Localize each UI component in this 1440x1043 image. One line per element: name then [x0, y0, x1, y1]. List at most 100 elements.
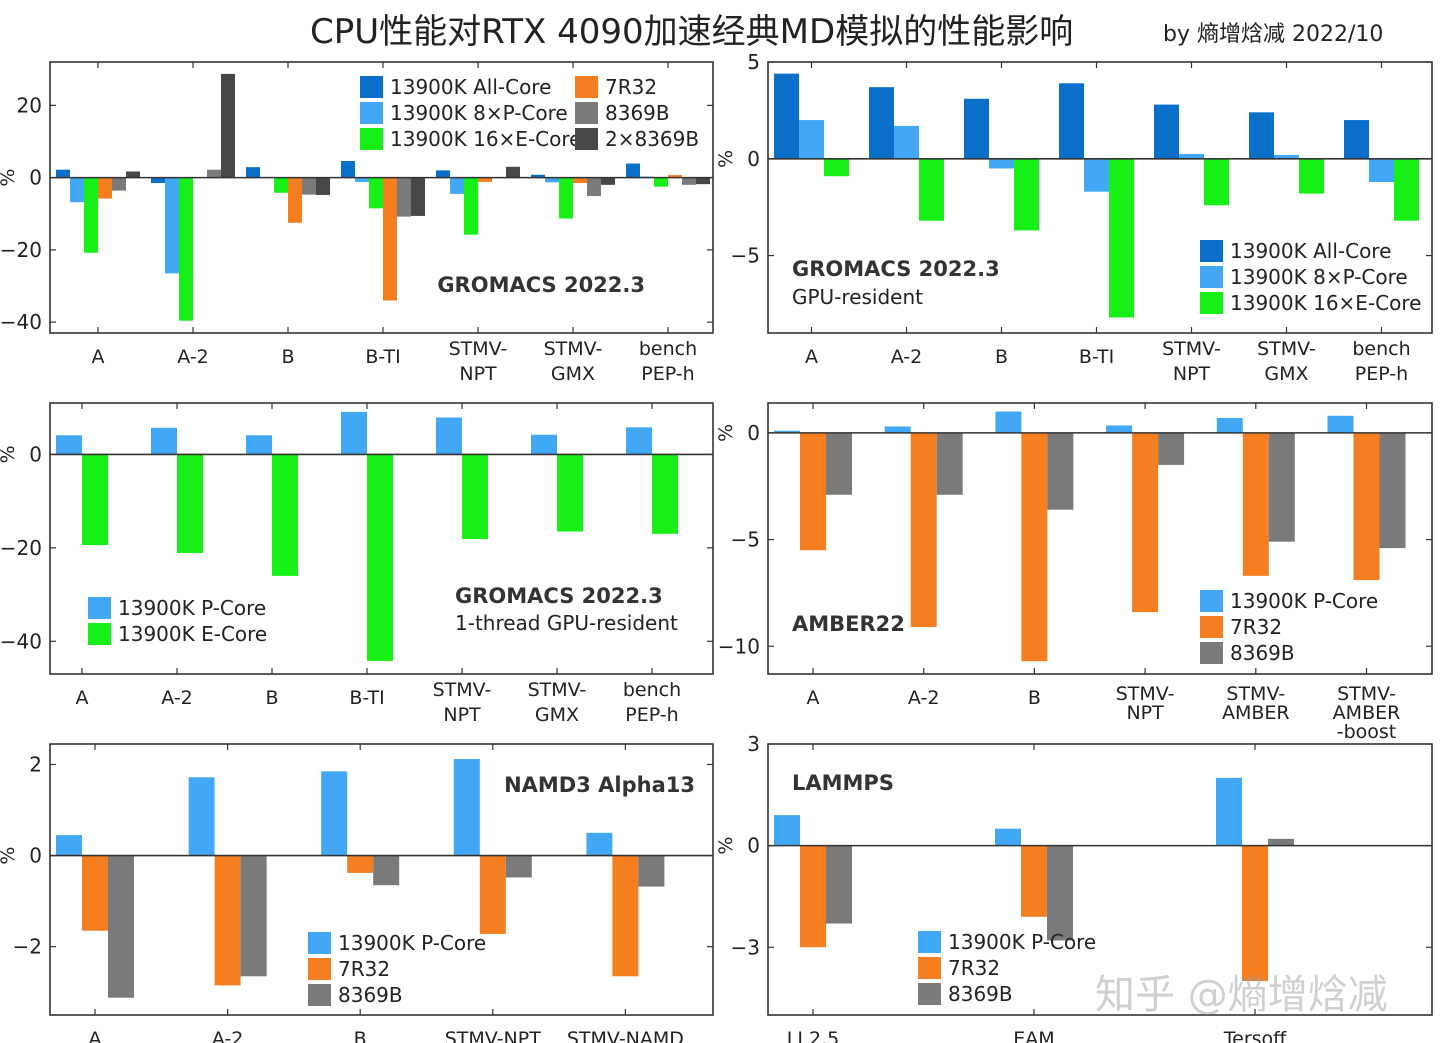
x-tick-label: A: [76, 687, 89, 709]
bar: [302, 177, 316, 195]
bar: [894, 125, 919, 159]
bar: [1394, 158, 1419, 221]
y-tick-label: −20: [0, 238, 42, 262]
y-tick-label: −5: [731, 244, 760, 268]
plot-frame: [767, 743, 1433, 1016]
legend-swatch: [308, 958, 331, 980]
legend-swatch: [360, 128, 383, 150]
legend-swatch: [575, 128, 598, 150]
x-tick-label: A-2: [161, 687, 193, 709]
bar: [272, 454, 298, 576]
bar: [936, 432, 963, 495]
y-tick-label: 5: [747, 50, 760, 74]
bar: [84, 177, 98, 253]
bar: [240, 855, 267, 977]
chart-title: GROMACS 2022.3: [792, 257, 1000, 281]
x-tick-label: STMV-GMX: [1257, 338, 1316, 385]
bar: [246, 435, 272, 455]
bar: [995, 828, 1021, 846]
bar: [479, 855, 506, 934]
bar: [411, 177, 425, 216]
chart-panel-4: 0 −5 −10% A A-2 B STMV-NPT STMV-AMBER STMV-AMBER…: [715, 402, 1433, 743]
bar: [369, 177, 383, 209]
x-tick-label: STMV-NPT: [1116, 683, 1175, 724]
bar: [1106, 425, 1133, 433]
bar: [1047, 432, 1074, 510]
bar: [774, 73, 799, 159]
x-tick-label: STMV-NPT: [1162, 338, 1221, 385]
x-tick-label: bench PEP-h: [1352, 338, 1410, 385]
chart-title: AMBER22: [792, 612, 905, 636]
chart-panel-3: 0 −20 −40% A A-2 B B-TI STMV-NPT STMV-GMX benchPE…: [0, 402, 714, 726]
x-tick-label: B: [1028, 687, 1041, 709]
x-tick-label: STMV-NPT: [433, 679, 492, 726]
bar: [626, 427, 652, 455]
x-tick-label: A: [807, 687, 820, 709]
bar: [221, 73, 235, 178]
x-tick-label: B-TI: [1079, 346, 1114, 368]
bar: [1274, 154, 1299, 159]
legend-label: 8369B: [605, 101, 670, 125]
bar: [1014, 158, 1039, 231]
y-tick-label: 0: [747, 834, 760, 858]
legend-swatch: [1200, 266, 1223, 288]
y-tick-label: −40: [0, 629, 42, 653]
bar: [826, 845, 852, 924]
bar: [989, 158, 1014, 169]
legend-swatch: [1200, 616, 1223, 638]
bar: [436, 417, 462, 455]
bar: [1216, 777, 1242, 846]
byline: by 熵增焓减 2022/10: [1163, 22, 1384, 47]
x-tick-label: STMV-GMX: [528, 679, 587, 726]
x-tick-label: A: [89, 1028, 102, 1043]
bar: [274, 177, 288, 193]
bar: [654, 177, 668, 187]
bar: [612, 855, 639, 977]
legend-label: 8369B: [338, 983, 403, 1007]
x-tick-label: bench PEP-h: [623, 679, 681, 726]
plot-frame: [767, 61, 1433, 334]
bar: [557, 454, 583, 532]
legend-swatch: [360, 76, 383, 98]
y-tick-label: −10: [718, 634, 760, 658]
bar: [1158, 432, 1185, 465]
bar: [586, 832, 613, 856]
x-tick-label: A: [805, 346, 818, 368]
bar: [682, 177, 696, 185]
legend-swatch: [918, 931, 941, 953]
bar: [450, 177, 464, 194]
legend-swatch: [1200, 642, 1223, 664]
x-tick-label: B: [354, 1028, 367, 1043]
bar: [1021, 845, 1047, 917]
x-tick-label: STMV-NAMD: [567, 1028, 684, 1043]
x-tick-label: STMV-NPT: [449, 338, 508, 385]
legend-label: 7R32: [605, 75, 657, 99]
plot-frame: [767, 402, 1433, 675]
bar: [1268, 432, 1295, 542]
x-tick-label: A-2: [177, 346, 209, 368]
bar: [1299, 158, 1324, 194]
plot-frame: [49, 402, 714, 675]
bar: [1268, 838, 1294, 846]
bar: [1353, 432, 1380, 581]
legend-swatch: [918, 983, 941, 1005]
legend-swatch: [1200, 240, 1223, 262]
chart-subtitle: GPU-resident: [792, 285, 923, 309]
plot-frame: [49, 743, 714, 1016]
y-axis-label: %: [715, 837, 737, 855]
x-tick-label: STMV-AMBER: [1222, 683, 1290, 724]
legend-label: 13900K P-Core: [338, 931, 486, 955]
legend-label: 13900K P-Core: [1230, 589, 1378, 613]
bar: [151, 427, 177, 455]
y-axis-label: %: [0, 169, 19, 187]
legend-swatch: [88, 597, 111, 619]
bar: [1059, 83, 1084, 159]
x-tick-label: A-2: [908, 687, 940, 709]
bar: [98, 177, 112, 199]
bar: [774, 430, 800, 433]
bar: [1344, 120, 1369, 159]
bar: [869, 87, 894, 159]
legend-swatch: [1200, 590, 1223, 612]
chart-panel-2: 5 0 −5% A A-2 B B-TI STMV-NPT STMV-GMX bench PEP-h…: [715, 50, 1433, 385]
